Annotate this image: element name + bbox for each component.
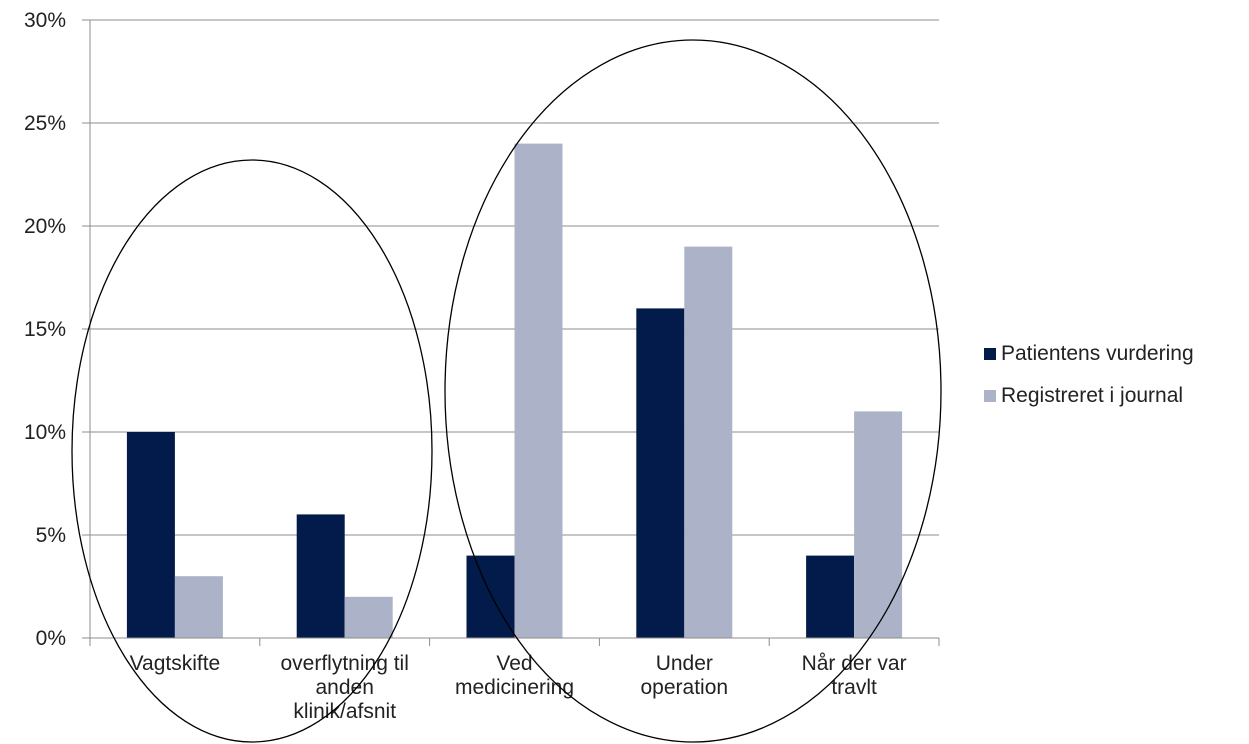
bar-registreret-i-journal xyxy=(854,411,903,638)
annotation-ellipse xyxy=(71,159,433,743)
bar-registreret-i-journal xyxy=(174,576,223,638)
y-tick-label: 30% xyxy=(24,9,66,32)
x-tick-label: Under operation xyxy=(641,652,729,699)
legend-swatch xyxy=(984,348,996,360)
x-tick-label: Vagtskifte xyxy=(130,652,221,675)
x-axis-labels: Vagtskifte overflytning til anden klinik/af… xyxy=(130,652,907,723)
y-tick-label: 0% xyxy=(36,627,66,650)
y-tick-label: 20% xyxy=(24,215,66,238)
bar-patientens-vurdering xyxy=(636,308,685,638)
x-tick-label: overflytning til anden klinik/afsnit xyxy=(281,652,409,723)
y-tick-label: 15% xyxy=(24,318,66,341)
bar-registreret-i-journal xyxy=(344,596,393,638)
x-tick-label: Ved medicinering xyxy=(455,652,574,699)
annotation-ellipses xyxy=(71,39,942,743)
bars xyxy=(126,143,903,638)
axes xyxy=(89,20,940,646)
bar-patientens-vurdering xyxy=(296,514,345,638)
y-tick-label: 5% xyxy=(36,524,66,547)
legend-label: Patientens vurdering xyxy=(1001,342,1194,365)
legend: Patientens vurdering Registreret i journa… xyxy=(984,342,1194,407)
annotation-ellipse xyxy=(444,39,942,743)
bar-registreret-i-journal xyxy=(684,246,733,638)
bar-registreret-i-journal xyxy=(514,143,563,638)
legend-swatch xyxy=(984,390,996,402)
y-tick-label: 10% xyxy=(24,421,66,444)
y-tick-label: 25% xyxy=(24,112,66,135)
bar-patientens-vurdering xyxy=(466,555,515,638)
bar-patientens-vurdering xyxy=(126,432,175,638)
x-tick-label: Når der var travlt xyxy=(802,652,907,699)
bar-patientens-vurdering xyxy=(806,555,855,638)
y-axis-ticks: 0% 5% 10% 15% 20% 25% 30% xyxy=(24,9,90,650)
legend-label: Registreret i journal xyxy=(1001,384,1183,407)
